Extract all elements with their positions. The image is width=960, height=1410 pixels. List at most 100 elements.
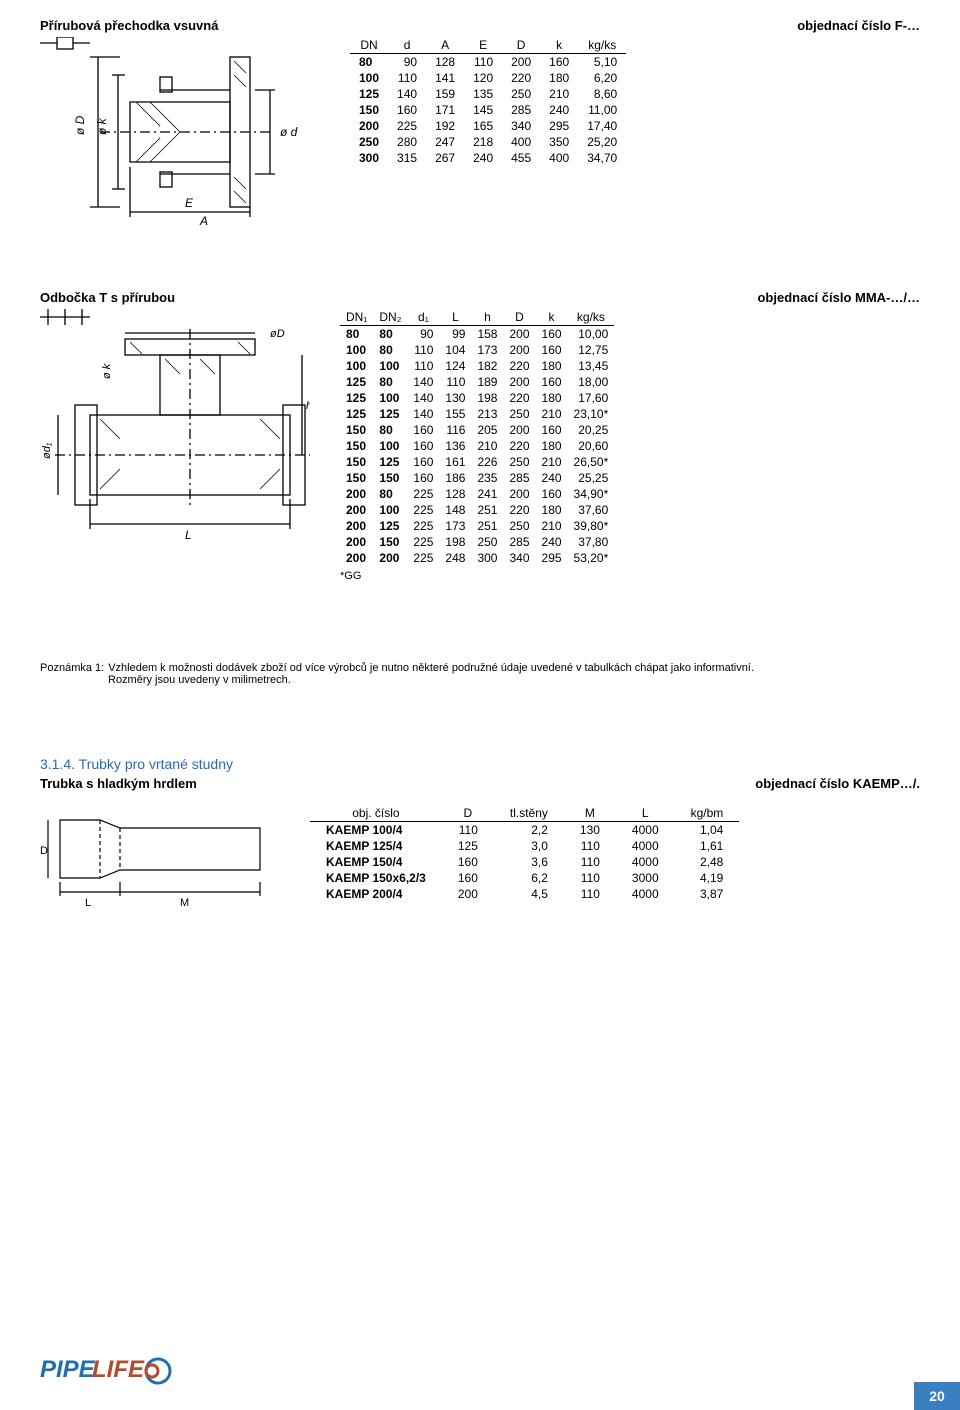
svg-text:M: M	[180, 897, 189, 909]
table-cell: 4000	[616, 838, 675, 854]
table-cell: 210	[540, 86, 578, 102]
table-cell: 128	[426, 54, 464, 71]
table-cell: 110	[439, 374, 471, 390]
table-cell: 18,00	[568, 374, 615, 390]
table-cell: 2,2	[494, 822, 564, 839]
page-number: 20	[929, 1388, 945, 1404]
table-cell: 150	[340, 422, 373, 438]
table-cell: 180	[540, 70, 578, 86]
table-cell: 120	[464, 70, 502, 86]
gg-footnote: *GG	[340, 570, 614, 582]
table-cell: 135	[464, 86, 502, 102]
table-cell: 25,25	[568, 470, 615, 486]
table-row: 15010016013621022018020,60	[340, 438, 614, 454]
table-cell: 110	[564, 886, 616, 902]
table-cell: 300	[471, 550, 503, 566]
table-cell: 145	[464, 102, 502, 118]
table-cell: 80	[373, 326, 407, 343]
page-number-badge: 20	[914, 1382, 960, 1410]
section1-order-label: objednací číslo F-…	[797, 18, 920, 33]
smooth-pipe-diagram: D L M	[40, 805, 270, 918]
table-cell: 53,20*	[568, 550, 615, 566]
table-cell: KAEMP 150/4	[310, 854, 442, 870]
table-row: KAEMP 150/41603,611040002,48	[310, 854, 739, 870]
table-cell: 140	[407, 374, 439, 390]
table-row: KAEMP 125/41253,011040001,61	[310, 838, 739, 854]
table-cell: 250	[503, 406, 535, 422]
table-cell: 110	[442, 822, 494, 839]
table-cell: 125	[340, 374, 373, 390]
table-cell: 220	[503, 438, 535, 454]
table-cell: 250	[502, 86, 540, 102]
table-header: DN₂	[373, 309, 407, 326]
table-row: 20020022524830034029553,20*	[340, 550, 614, 566]
note-text2: Rozměry jsou uvedeny v milimetrech.	[40, 674, 920, 686]
table-cell: 241	[471, 486, 503, 502]
table-cell: 3,0	[494, 838, 564, 854]
table-cell: 200	[503, 422, 535, 438]
table-cell: 150	[373, 534, 407, 550]
table-cell: 350	[540, 134, 578, 150]
table-header: k	[536, 309, 568, 326]
table-cell: 225	[407, 550, 439, 566]
table-row: 25028024721840035025,20	[350, 134, 626, 150]
table-cell: 400	[540, 150, 578, 166]
note-text1: Vzhledem k možnosti dodávek zboží od víc…	[108, 662, 754, 674]
table-row: 20010022514825122018037,60	[340, 502, 614, 518]
table-cell: 315	[388, 150, 426, 166]
table-cell: 8,60	[578, 86, 626, 102]
table-cell: 250	[471, 534, 503, 550]
table-cell: 141	[426, 70, 464, 86]
svg-text:ød₁: ød₁	[41, 442, 53, 459]
table-cell: 17,60	[568, 390, 615, 406]
table-cell: 200	[340, 486, 373, 502]
table-cell: 240	[536, 470, 568, 486]
table-cell: 20,25	[568, 422, 615, 438]
table-cell: 235	[471, 470, 503, 486]
table-row: 1258014011018920016018,00	[340, 374, 614, 390]
table-cell: 100	[373, 390, 407, 406]
table-cell: 200	[503, 342, 535, 358]
table-cell: 200	[340, 502, 373, 518]
table-cell: 240	[536, 534, 568, 550]
table-cell: 160	[407, 470, 439, 486]
flange-adapter-diagram: ø d ø D ø k E A	[40, 37, 320, 230]
table-cell: 225	[407, 486, 439, 502]
table-cell: 200	[503, 486, 535, 502]
table-cell: 150	[340, 454, 373, 470]
table-cell: 267	[426, 150, 464, 166]
table-cell: 80	[373, 374, 407, 390]
table-cell: 220	[503, 390, 535, 406]
table-cell: 34,70	[578, 150, 626, 166]
table-cell: 300	[350, 150, 388, 166]
table-cell: 220	[503, 502, 535, 518]
table-kaemp: obj. čísloDtl.stěnyMLkg/bm KAEMP 100/411…	[310, 805, 739, 902]
table-cell: 128	[439, 486, 471, 502]
table-cell: 37,80	[568, 534, 615, 550]
table-cell: 90	[388, 54, 426, 71]
table-cell: 160	[536, 326, 568, 343]
table-row: 15012516016122625021026,50*	[340, 454, 614, 470]
svg-text:h: h	[306, 400, 310, 412]
table-cell: 3000	[616, 870, 675, 886]
table-cell: 6,20	[578, 70, 626, 86]
table-cell: 110	[564, 854, 616, 870]
svg-text:ø k: ø k	[101, 363, 113, 379]
table-row: 2008022512824120016034,90*	[340, 486, 614, 502]
table-cell: 37,60	[568, 502, 615, 518]
table-row: 1001101411202201806,20	[350, 70, 626, 86]
table-cell: 100	[340, 342, 373, 358]
table-row: 1508016011620520016020,25	[340, 422, 614, 438]
table-cell: 100	[350, 70, 388, 86]
table-cell: 210	[536, 518, 568, 534]
svg-text:L: L	[85, 897, 91, 909]
table-header: D	[442, 805, 494, 822]
table-cell: 125	[340, 406, 373, 422]
table-header: D	[502, 37, 540, 54]
table-cell: 34,90*	[568, 486, 615, 502]
table-cell: 148	[439, 502, 471, 518]
table-cell: 200	[503, 326, 535, 343]
svg-text:E: E	[185, 196, 194, 210]
table-header: A	[426, 37, 464, 54]
table-header: d	[388, 37, 426, 54]
